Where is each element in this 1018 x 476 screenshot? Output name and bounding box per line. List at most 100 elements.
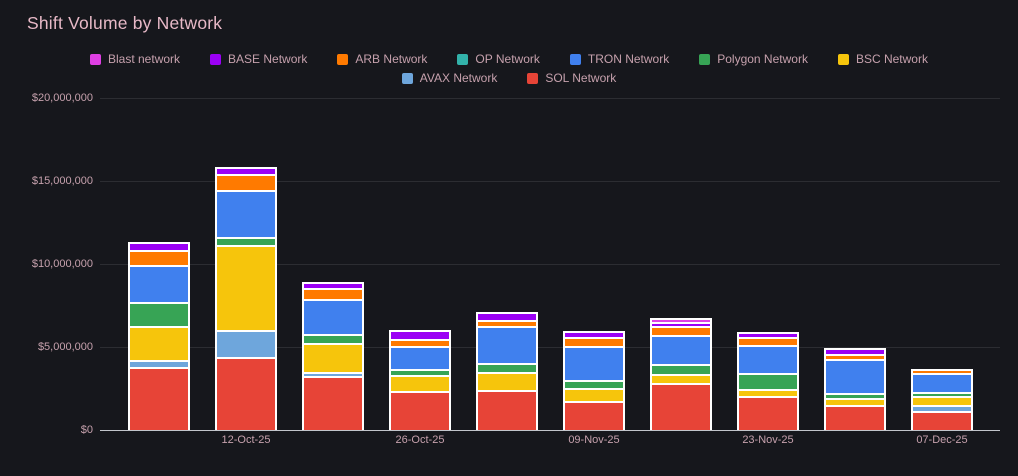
bar-segment-polygon-network[interactable] — [652, 366, 710, 374]
legend-item-polygon-network[interactable]: Polygon Network — [699, 52, 808, 66]
bar-segment-polygon-network[interactable] — [739, 375, 797, 389]
bar-segment-tron-network[interactable] — [130, 267, 188, 302]
bar-segment-tron-network[interactable] — [217, 192, 275, 237]
bar-segment-polygon-network[interactable] — [391, 371, 449, 375]
bar-segment-blast-network[interactable] — [652, 320, 710, 322]
legend-swatch-icon — [837, 53, 849, 65]
stacked-bar[interactable] — [215, 167, 277, 430]
bar-segment-polygon-network[interactable] — [826, 395, 884, 398]
bar-segment-bsc-network[interactable] — [913, 398, 971, 405]
bar-segment-bsc-network[interactable] — [739, 391, 797, 396]
bar-segment-tron-network[interactable] — [739, 347, 797, 373]
stacked-bar[interactable] — [302, 282, 364, 430]
stacked-bar[interactable] — [476, 312, 538, 430]
bar-segment-polygon-network[interactable] — [304, 336, 362, 343]
bar-segment-tron-network[interactable] — [652, 337, 710, 364]
stacked-bar[interactable] — [911, 369, 973, 430]
bar-segment-bsc-network[interactable] — [826, 400, 884, 405]
gridline — [100, 264, 1000, 265]
bar-segment-base-network[interactable] — [217, 169, 275, 174]
stacked-bar[interactable] — [389, 330, 451, 430]
stacked-bar[interactable] — [128, 242, 190, 430]
bar-segment-arb-network[interactable] — [565, 339, 623, 346]
y-axis-tick-label: $10,000,000 — [31, 258, 93, 270]
legend-item-op-network[interactable]: OP Network — [457, 52, 540, 66]
bar-segment-avax-network[interactable] — [217, 332, 275, 357]
bar-segment-sol-network[interactable] — [130, 369, 188, 430]
legend-item-bsc-network[interactable]: BSC Network — [837, 52, 928, 66]
legend-swatch-icon — [90, 53, 101, 65]
bar-segment-base-network[interactable] — [826, 350, 884, 354]
legend-swatch-icon — [569, 53, 581, 65]
bar-segment-bsc-network[interactable] — [565, 390, 623, 401]
stacked-bar[interactable] — [563, 331, 625, 430]
bar-segment-arb-network[interactable] — [652, 328, 710, 335]
bar-segment-base-network[interactable] — [478, 314, 536, 320]
bar-segment-sol-network[interactable] — [217, 359, 275, 430]
bar-segment-polygon-network[interactable] — [130, 304, 188, 326]
bar-segment-arb-network[interactable] — [304, 290, 362, 299]
bar-segment-avax-network[interactable] — [913, 407, 971, 411]
bar-segment-bsc-network[interactable] — [478, 374, 536, 390]
bar-segment-base-network[interactable] — [130, 244, 188, 250]
bar-segment-arb-network[interactable] — [739, 339, 797, 345]
bar-segment-sol-network[interactable] — [739, 398, 797, 430]
legend-item-arb-network[interactable]: ARB Network — [337, 52, 427, 66]
bar-segment-bsc-network[interactable] — [304, 345, 362, 372]
bar-segment-bsc-network[interactable] — [130, 328, 188, 360]
bar-segment-sol-network[interactable] — [913, 413, 971, 430]
bar-segment-tron-network[interactable] — [826, 361, 884, 393]
bar-segment-avax-network[interactable] — [130, 362, 188, 367]
bar-segment-arb-network[interactable] — [913, 371, 971, 373]
bar-segment-tron-network[interactable] — [913, 375, 971, 392]
bar-segment-base-network[interactable] — [739, 334, 797, 337]
bar-segment-bsc-network[interactable] — [217, 247, 275, 330]
bar-segment-sol-network[interactable] — [652, 385, 710, 430]
bar-segment-arb-network[interactable] — [478, 322, 536, 326]
legend-item-label: BSC Network — [855, 52, 928, 66]
legend-item-label: AVAX Network — [419, 71, 498, 85]
x-axis-tick-label: 12-Oct-25 — [221, 434, 271, 446]
legend-item-sol-network[interactable]: SOL Network — [527, 71, 616, 85]
legend-item-label: TRON Network — [587, 52, 670, 66]
bar-segment-base-network[interactable] — [652, 324, 710, 326]
bar-segment-arb-network[interactable] — [391, 341, 449, 346]
bar-segment-arb-network[interactable] — [130, 252, 188, 265]
bar-segment-polygon-network[interactable] — [217, 239, 275, 245]
bar-segment-base-network[interactable] — [565, 333, 623, 337]
y-axis-tick-label: $0 — [80, 424, 93, 436]
legend-item-base-network[interactable]: BASE Network — [210, 52, 307, 66]
legend-item-tron-network[interactable]: TRON Network — [569, 52, 670, 66]
bar-segment-sol-network[interactable] — [565, 403, 623, 430]
bar-segment-bsc-network[interactable] — [391, 377, 449, 391]
bar-segment-tron-network[interactable] — [565, 348, 623, 380]
bar-segment-avax-network[interactable] — [304, 374, 362, 376]
bar-segment-arb-network[interactable] — [826, 356, 884, 359]
stacked-bar[interactable] — [824, 348, 886, 430]
bar-segment-bsc-network[interactable] — [652, 376, 710, 383]
bar-segment-tron-network[interactable] — [304, 301, 362, 334]
bar-segment-polygon-network[interactable] — [478, 365, 536, 372]
stacked-bar[interactable] — [650, 318, 712, 430]
bar-segment-tron-network[interactable] — [478, 328, 536, 363]
legend-item-avax-network[interactable]: AVAX Network — [401, 71, 498, 85]
bar-segment-polygon-network[interactable] — [913, 394, 971, 396]
legend: Blast network BASE Network ARB Network OP N… — [59, 52, 959, 85]
bar-segment-base-network[interactable] — [304, 284, 362, 288]
bar-segment-sol-network[interactable] — [478, 392, 536, 430]
stacked-bar[interactable] — [737, 332, 799, 430]
bar-segment-sol-network[interactable] — [826, 407, 884, 430]
legend-swatch-icon — [699, 53, 711, 65]
bar-segment-polygon-network[interactable] — [565, 382, 623, 388]
legend-item-label: SOL Network — [545, 71, 617, 85]
y-axis-tick-label: $20,000,000 — [31, 92, 93, 104]
legend-item-blast-network[interactable]: Blast network — [90, 52, 180, 66]
bar-segment-base-network[interactable] — [391, 332, 449, 339]
bar-segment-sol-network[interactable] — [391, 393, 449, 430]
bar-segment-sol-network[interactable] — [304, 378, 362, 430]
legend-item-label: Blast network — [108, 52, 181, 66]
bar-segment-tron-network[interactable] — [391, 348, 449, 369]
bar-segment-arb-network[interactable] — [217, 176, 275, 190]
x-axis-tick-label: 26-Oct-25 — [395, 434, 445, 446]
gridline — [100, 98, 1000, 99]
